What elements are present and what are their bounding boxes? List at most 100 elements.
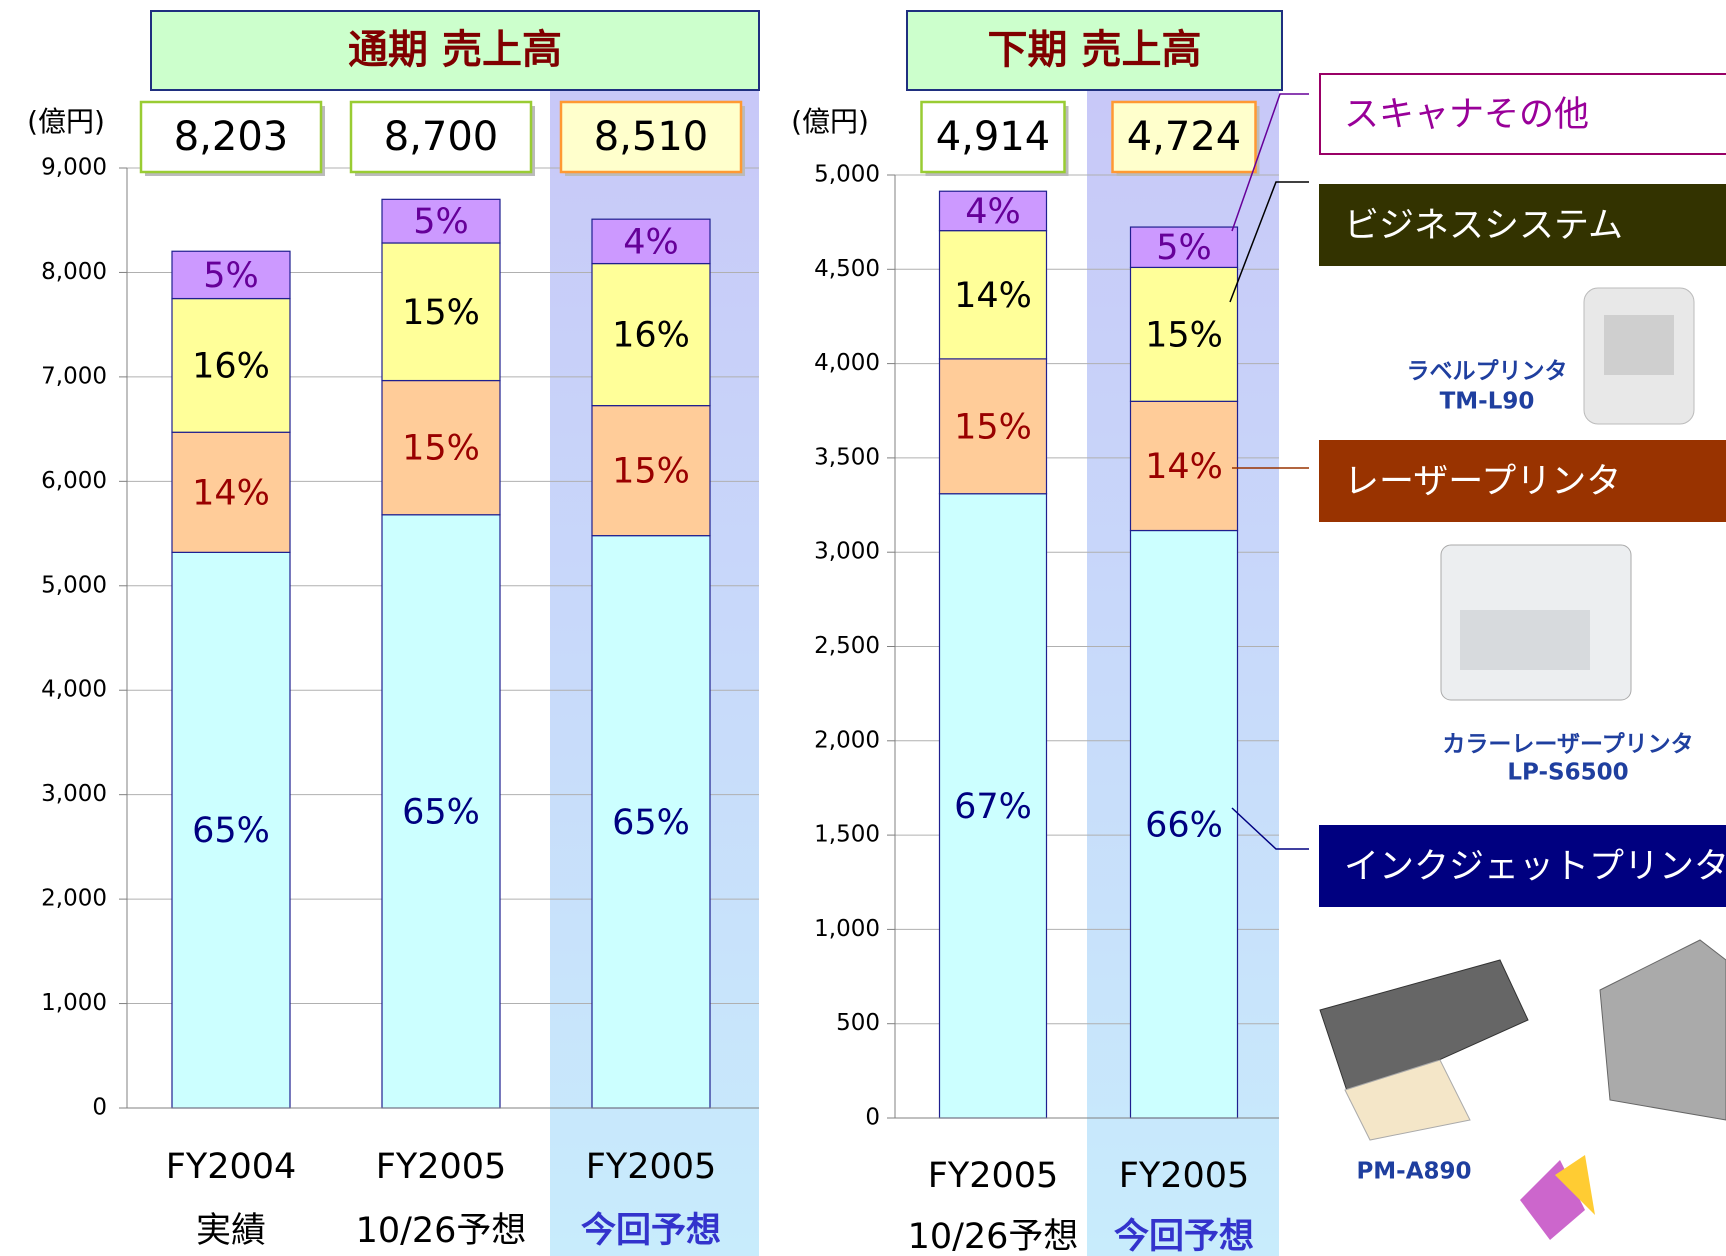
segment-label: 5% (203, 256, 259, 296)
bar-segment (1129, 266, 1239, 402)
y-tick-label: 3,500 (814, 444, 880, 470)
bar-segment (591, 405, 711, 537)
y-tick-label: 4,000 (814, 350, 880, 376)
x-tick-label: FY2005 (376, 1147, 507, 1187)
y-tick-label: 2,500 (814, 633, 880, 659)
total-box (139, 100, 323, 174)
total-box (920, 100, 1066, 174)
x-tick-sublabel: 10/26予想 (908, 1217, 1079, 1256)
x-tick-sublabel: 今回予想 (581, 1211, 721, 1251)
segment-label: 16% (612, 316, 690, 356)
legend-box (1319, 440, 1726, 522)
legend-label: レーザープリンタ (1344, 462, 1621, 502)
segment-label: 14% (954, 276, 1032, 316)
y-axis-label: (億円) (791, 105, 869, 138)
legend-label: インクジェットプリンタ (1344, 847, 1726, 887)
title-box (150, 10, 760, 91)
y-tick-label: 0 (92, 1095, 107, 1121)
inkjet-printer-image (1319, 959, 1529, 1101)
legend-label: スキャナその他 (1344, 95, 1589, 135)
title-box (906, 10, 1283, 91)
logo-mark (1555, 1155, 1595, 1215)
leader-line (1231, 807, 1309, 850)
leader-line (1231, 93, 1309, 232)
bar-segment (171, 551, 291, 1109)
segment-label: 15% (402, 429, 480, 469)
segment-label: 15% (1145, 315, 1223, 355)
segment-label: 15% (954, 407, 1032, 447)
y-tick-label: 6,000 (41, 468, 107, 494)
product-label: カラーレーザープリンタ (1442, 732, 1693, 758)
total-label: 4,914 (936, 114, 1051, 160)
bar-segment (171, 250, 291, 300)
product-label: TM-L90 (1440, 389, 1535, 415)
chart-title: 下期 売上高 (988, 27, 1202, 73)
x-tick-label: FY2005 (1119, 1156, 1250, 1196)
y-tick-label: 4,000 (41, 677, 107, 703)
inkjet-photo (1344, 1059, 1471, 1141)
y-axis-label: (億円) (27, 105, 105, 138)
segment-label: 14% (1145, 447, 1223, 487)
bar-segment (591, 535, 711, 1109)
product-label: ラベルプリンタ (1407, 359, 1568, 385)
bar-segment (1129, 529, 1239, 1119)
leader-line (1229, 181, 1309, 303)
y-tick-label: 2,000 (814, 727, 880, 753)
y-tick-label: 8,000 (41, 259, 107, 285)
total-label: 4,724 (1127, 114, 1242, 160)
bar-segment (381, 379, 501, 516)
y-tick-label: 0 (865, 1105, 880, 1131)
segment-label: 15% (402, 293, 480, 333)
segment-label: 67% (954, 787, 1032, 827)
bar-segment (171, 431, 291, 553)
total-label: 8,510 (594, 114, 709, 160)
y-tick-label: 9,000 (41, 155, 107, 181)
product-label: LP-S6500 (1507, 760, 1628, 786)
x-tick-sublabel: 実績 (196, 1211, 266, 1251)
segment-label: 15% (612, 452, 690, 492)
bar-segment (171, 297, 291, 433)
bar-segment (938, 230, 1048, 360)
y-tick-label: 3,000 (814, 539, 880, 565)
bar-segment (938, 190, 1048, 232)
legend-box (1319, 73, 1726, 155)
label-printer-detail (1604, 315, 1674, 375)
legend-box (1319, 184, 1726, 266)
x-tick-sublabel: 10/26予想 (356, 1211, 527, 1251)
bar-segment (381, 242, 501, 382)
y-tick-label: 7,000 (41, 363, 107, 389)
total-box (1111, 100, 1257, 174)
bar-segment (1129, 400, 1239, 532)
product-label: PM-A890 (1356, 1159, 1471, 1185)
x-tick-label: FY2004 (166, 1147, 297, 1187)
segment-label: 5% (413, 202, 469, 242)
segment-label: 65% (612, 803, 690, 843)
leader-lines (1229, 93, 1309, 850)
segment-label: 4% (965, 192, 1021, 232)
y-tick-label: 500 (836, 1010, 880, 1036)
laser-printer-detail (1460, 610, 1590, 670)
segment-label: 16% (192, 346, 270, 386)
photo-printer-image (1599, 939, 1726, 1121)
segment-label: 65% (402, 792, 480, 832)
y-tick-label: 5,000 (41, 572, 107, 598)
bar-segment (591, 218, 711, 265)
bar-segment (381, 198, 501, 244)
y-tick-label: 5,000 (814, 162, 880, 188)
product-images (1319, 287, 1726, 1240)
bar-segment (938, 358, 1048, 495)
total-box (349, 100, 533, 174)
x-tick-label: FY2005 (928, 1156, 1059, 1196)
x-tick-label: FY2005 (586, 1147, 717, 1187)
segment-label: 5% (1156, 228, 1212, 268)
legend-box (1319, 825, 1726, 907)
legend-label: ビジネスシステム (1344, 206, 1623, 246)
y-tick-label: 4,500 (814, 256, 880, 282)
segment-label: 14% (192, 473, 270, 513)
y-tick-label: 1,000 (814, 916, 880, 942)
x-tick-sublabel: 今回予想 (1114, 1217, 1254, 1256)
chart-title: 通期 売上高 (348, 27, 562, 73)
y-tick-label: 1,000 (41, 990, 107, 1016)
bar-segment (1129, 226, 1239, 269)
